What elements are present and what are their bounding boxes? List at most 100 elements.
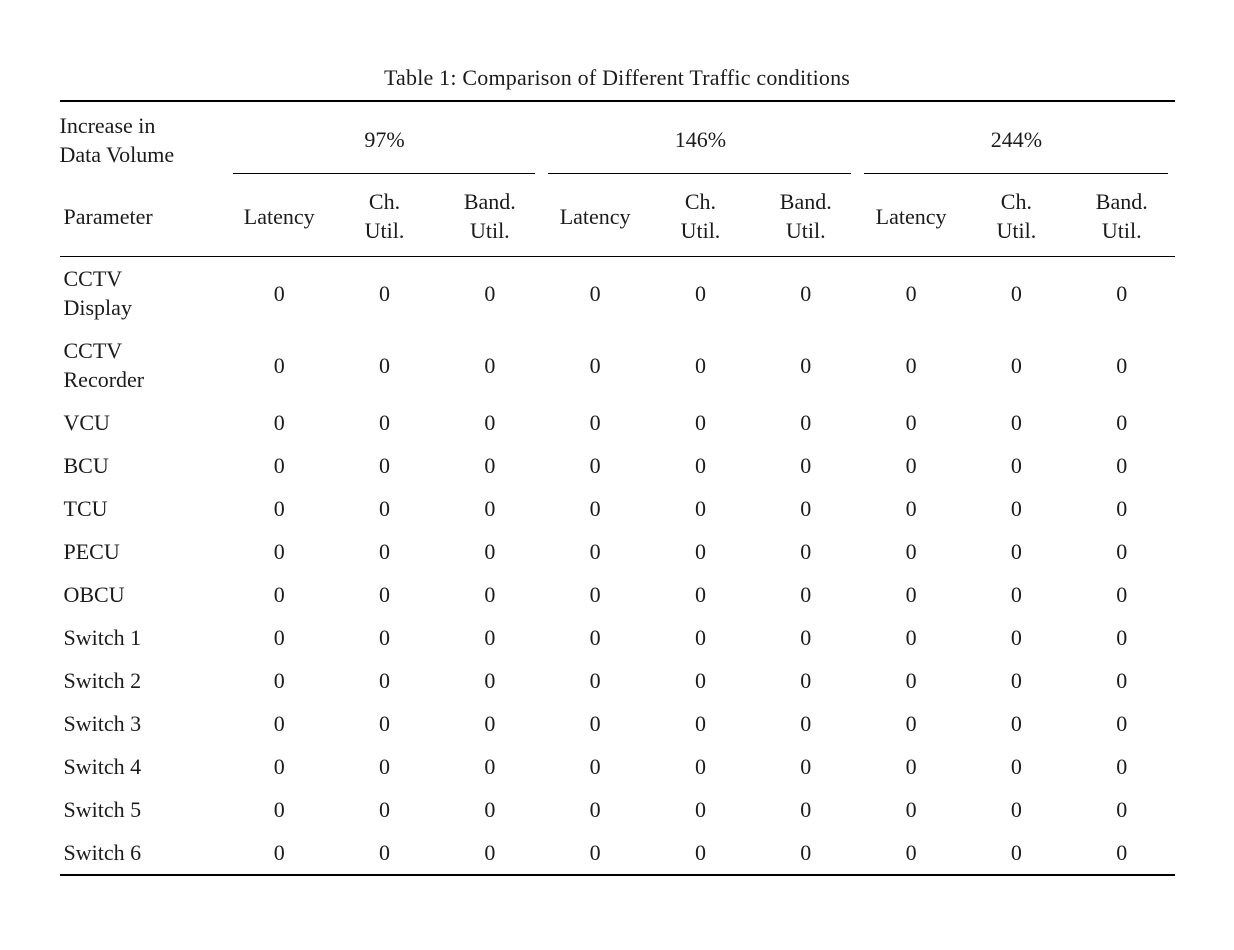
table-row: OBCU 0 0 0 0 0 0 0 0 0 [60,573,1175,616]
table-row: Switch 4 0 0 0 0 0 0 0 0 0 [60,745,1175,788]
group-header-row: Increase in Data Volume 97% 146% 244% [59,100,1175,173]
cell-value: 0 [905,539,917,564]
cell-value: 0 [905,711,917,736]
col-header-ch-util-1: Ch. Util. [331,179,438,257]
cell-value: 0 [484,625,496,650]
cell-value: 0 [273,453,285,478]
cell-value: 0 [273,668,285,693]
cmidrule-group-2 [548,173,852,174]
cell-value: 0 [589,797,601,822]
cell-value: 0 [905,754,917,779]
cell-value: 0 [1010,711,1022,736]
cmidrule-group-1 [232,173,536,174]
cell-value: 0 [800,582,812,607]
cell-value: 0 [905,496,917,521]
cell-value: 0 [379,625,390,650]
table-row: TCU 0 0 0 0 0 0 0 0 0 [60,487,1175,530]
cell-value: 0 [1116,496,1128,521]
row-label: BCU [63,453,109,478]
table-row: Switch 1 0 0 0 0 0 0 0 0 0 [60,616,1175,659]
col-header-latency-3: Latency [858,179,964,257]
cell-value: 0 [1010,453,1022,478]
row-label: PECU [63,539,120,564]
cell-value: 0 [379,668,390,693]
cell-value: 0 [1069,831,1175,876]
table-row: Switch 6 0 0 0 0 0 0 0 0 0 [59,831,1175,876]
cell-value: 0 [542,831,648,876]
cell-value: 0 [694,280,706,306]
cell-value: 0 [484,539,496,564]
cell-value: 0 [694,625,706,650]
cell-value: 0 [484,496,496,521]
col-header-band-util-2: Band. Util. [753,179,859,257]
cell-value: 0 [1010,280,1022,306]
cell-value: 0 [1010,668,1022,693]
cell-value: 0 [1116,711,1128,736]
table-row: VCU 0 0 0 0 0 0 0 0 0 [60,401,1175,444]
cell-value: 0 [379,280,390,306]
cell-value: 0 [800,280,812,306]
cell-value: 0 [905,410,917,435]
cell-value: 0 [379,410,390,435]
cell-value: 0 [273,496,285,521]
cell-value: 0 [800,539,812,564]
cell-value: 0 [484,668,496,693]
cell-value: 0 [589,668,601,693]
col-header-ch-util-3: Ch. Util. [963,179,1070,257]
cell-value: 0 [331,831,438,876]
cell-value: 0 [1010,797,1022,822]
table-header: Increase in Data Volume 97% 146% 244% Pa… [59,100,1175,257]
group-header-244: 244% [858,100,1175,173]
cell-value: 0 [484,582,496,607]
row-label: OBCU [63,582,125,607]
cell-value: 0 [647,831,754,876]
row-label: Switch 3 [63,711,142,736]
subheader-row: Parameter Latency Ch. Util. Band. Util. … [59,179,1175,257]
cell-value: 0 [379,352,390,378]
cell-value: 0 [379,453,390,478]
table-row: BCU 0 0 0 0 0 0 0 0 0 [60,444,1175,487]
row-label: Switch 4 [63,754,142,779]
row-label: VCU [63,410,110,435]
cell-value: 0 [273,410,285,435]
cell-value: 0 [1010,352,1022,378]
cell-value: 0 [273,625,285,650]
parameter-header: Parameter [59,179,227,257]
cell-value: 0 [1116,453,1128,478]
cell-value: 0 [1116,352,1128,378]
cell-value: 0 [800,625,812,650]
cmidrule-group-3 [864,173,1168,174]
cell-value: 0 [800,410,812,435]
cell-value: 0 [694,410,706,435]
cell-value: 0 [379,582,390,607]
cell-value: 0 [589,280,601,306]
row-label: Switch 2 [63,668,142,693]
cell-value: 0 [800,711,812,736]
comparison-table: Increase in Data Volume 97% 146% 244% Pa… [59,100,1175,876]
cell-value: 0 [1116,280,1128,306]
cell-value: 0 [1116,754,1128,779]
cell-value: 0 [589,539,601,564]
cell-value: 0 [484,352,496,378]
cell-value: 0 [905,797,917,822]
row-label: Switch 1 [63,625,142,650]
cell-value: 0 [694,797,706,822]
cell-value: 0 [484,711,496,736]
group-header-97: 97% [226,100,543,173]
cell-value: 0 [379,797,390,822]
cell-value: 0 [589,582,601,607]
cell-value: 0 [1010,582,1022,607]
cell-value: 0 [589,453,601,478]
table-row: Switch 2 0 0 0 0 0 0 0 0 0 [60,659,1175,702]
cell-value: 0 [589,410,601,435]
cell-value: 0 [800,352,812,378]
col-header-latency-1: Latency [226,179,332,257]
cell-value: 0 [694,668,706,693]
col-header-band-util-3: Band. Util. [1069,179,1175,257]
cell-value: 0 [1010,754,1022,779]
col-header-band-util-1: Band. Util. [437,179,543,257]
cell-value: 0 [273,797,285,822]
cell-value: 0 [1116,668,1128,693]
cell-value: 0 [905,668,917,693]
cell-value: 0 [484,280,496,306]
